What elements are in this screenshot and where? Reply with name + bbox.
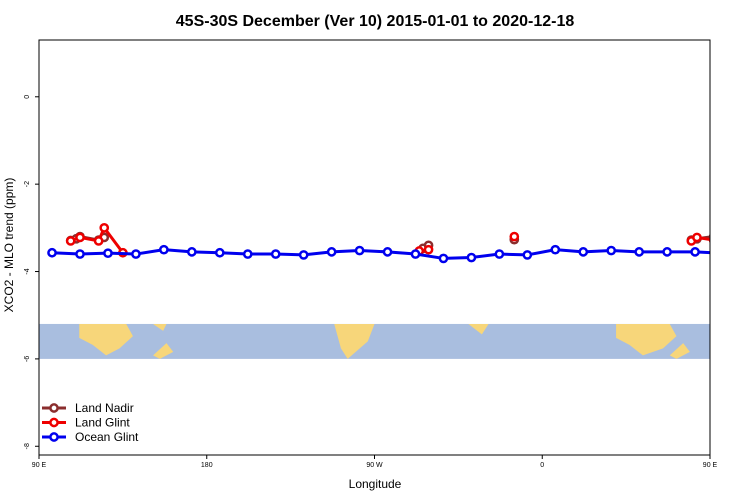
data-point bbox=[662, 247, 672, 257]
map-land-new-zealand-east bbox=[669, 343, 690, 359]
series-land-glint bbox=[65, 222, 749, 258]
data-point bbox=[159, 244, 169, 255]
y-tick-label: -2 bbox=[24, 181, 31, 187]
chart-title: 45S-30S December (Ver 10) 2015-01-01 to … bbox=[176, 13, 575, 30]
y-tick-label: -4 bbox=[24, 268, 31, 274]
x-tick-label: 90 E bbox=[32, 462, 47, 469]
data-point bbox=[727, 236, 734, 243]
legend-marker bbox=[49, 417, 59, 428]
map-land-australia-west bbox=[79, 323, 133, 356]
data-point bbox=[75, 249, 85, 259]
data-point bbox=[550, 244, 561, 255]
map-land-new-zealand-west bbox=[153, 343, 174, 359]
data-point bbox=[466, 252, 477, 263]
x-tick-label: 90 W bbox=[366, 462, 383, 469]
series-line bbox=[51, 248, 710, 260]
plot-frame bbox=[38, 39, 711, 456]
data-point bbox=[494, 249, 505, 259]
x-tick-label: 90 E bbox=[703, 462, 718, 469]
data-point bbox=[708, 236, 710, 244]
map-band bbox=[39, 323, 710, 359]
data-point bbox=[214, 247, 225, 258]
map-ocean bbox=[39, 323, 710, 359]
data-point bbox=[708, 233, 710, 240]
data-point bbox=[727, 224, 734, 231]
x-axis: 90 E 180 90 W 0 90 E bbox=[32, 455, 718, 469]
legend-label: Land Nadir bbox=[75, 401, 134, 415]
x-tick-label: 0 bbox=[540, 462, 544, 469]
y-tick-label: -6 bbox=[24, 356, 31, 362]
map-land-africa bbox=[468, 323, 489, 335]
data-point bbox=[326, 247, 337, 257]
data-point bbox=[103, 248, 113, 259]
data-point bbox=[65, 236, 76, 246]
data-point bbox=[186, 247, 197, 257]
legend-marker bbox=[49, 403, 59, 413]
data-point bbox=[47, 247, 57, 258]
map-land-australia-east bbox=[616, 323, 677, 356]
x-axis-label: Longitude bbox=[349, 477, 402, 491]
data-point bbox=[298, 250, 309, 260]
map-land-indonesia-west bbox=[153, 323, 167, 331]
data-point bbox=[522, 250, 533, 260]
data-point bbox=[606, 245, 617, 256]
y-axis-label: XCO2 - MLO trend (ppm) bbox=[2, 178, 16, 313]
series-layer bbox=[47, 222, 749, 264]
x-tick-label: 180 bbox=[201, 462, 213, 469]
data-point bbox=[270, 249, 281, 259]
data-point bbox=[509, 231, 520, 242]
data-point bbox=[242, 249, 253, 259]
data-point bbox=[382, 247, 393, 257]
data-point bbox=[742, 249, 749, 256]
data-point bbox=[354, 245, 365, 256]
legend-marker bbox=[49, 432, 59, 442]
data-point bbox=[93, 236, 104, 246]
data-point bbox=[423, 244, 434, 255]
y-axis: 0 -2 -4 -6 -8 bbox=[24, 95, 39, 449]
data-point bbox=[75, 232, 85, 243]
legend-label: Ocean Glint bbox=[75, 430, 139, 444]
data-point bbox=[410, 249, 421, 259]
map-land-south-america bbox=[334, 323, 375, 359]
y-tick-label: -8 bbox=[24, 443, 31, 449]
data-point bbox=[99, 222, 110, 233]
data-point bbox=[742, 234, 749, 241]
series-ocean-glint bbox=[47, 244, 726, 264]
data-point bbox=[634, 247, 645, 257]
legend-label: Land Glint bbox=[75, 416, 130, 430]
data-point bbox=[719, 250, 726, 257]
data-point bbox=[690, 247, 700, 257]
data-point bbox=[131, 249, 141, 259]
data-point bbox=[438, 253, 449, 264]
y-tick-label: 0 bbox=[24, 95, 31, 99]
data-point bbox=[692, 232, 702, 243]
data-point bbox=[578, 247, 589, 257]
